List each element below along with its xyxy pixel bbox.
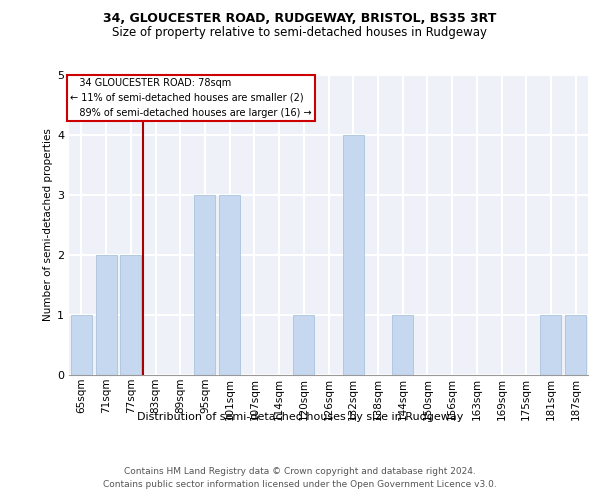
Bar bbox=[219, 195, 240, 375]
Text: Contains public sector information licensed under the Open Government Licence v3: Contains public sector information licen… bbox=[103, 480, 497, 489]
Bar bbox=[194, 195, 215, 375]
Y-axis label: Number of semi-detached properties: Number of semi-detached properties bbox=[43, 128, 53, 322]
Bar bbox=[343, 135, 364, 375]
Text: 34 GLOUCESTER ROAD: 78sqm
← 11% of semi-detached houses are smaller (2)
   89% o: 34 GLOUCESTER ROAD: 78sqm ← 11% of semi-… bbox=[70, 78, 312, 118]
Bar bbox=[293, 315, 314, 375]
Text: Contains HM Land Registry data © Crown copyright and database right 2024.: Contains HM Land Registry data © Crown c… bbox=[124, 468, 476, 476]
Text: 34, GLOUCESTER ROAD, RUDGEWAY, BRISTOL, BS35 3RT: 34, GLOUCESTER ROAD, RUDGEWAY, BRISTOL, … bbox=[103, 12, 497, 26]
Bar bbox=[71, 315, 92, 375]
Bar bbox=[541, 315, 562, 375]
Bar bbox=[120, 255, 141, 375]
Bar bbox=[392, 315, 413, 375]
Text: Size of property relative to semi-detached houses in Rudgeway: Size of property relative to semi-detach… bbox=[113, 26, 487, 39]
Bar bbox=[565, 315, 586, 375]
Bar bbox=[95, 255, 116, 375]
Text: Distribution of semi-detached houses by size in Rudgeway: Distribution of semi-detached houses by … bbox=[137, 412, 463, 422]
